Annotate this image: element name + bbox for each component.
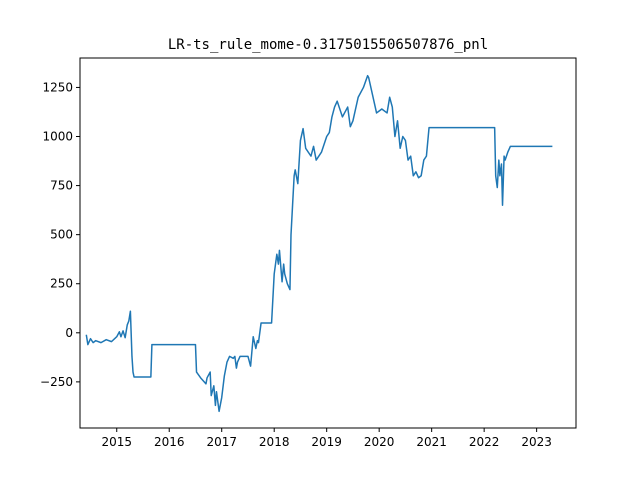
- y-tick-label: 250: [50, 277, 73, 291]
- x-tick-label: 2022: [469, 435, 500, 449]
- y-tick-label: 1000: [42, 130, 73, 144]
- x-tick-label: 2020: [364, 435, 395, 449]
- x-tick-label: 2021: [416, 435, 447, 449]
- y-tick-label: 0: [65, 326, 73, 340]
- y-tick-label: −250: [40, 375, 73, 389]
- x-axis: 2015 2016 2017 2018 2019 2020 2021 2022 2023: [101, 428, 552, 449]
- y-tick-label: 750: [50, 179, 73, 193]
- x-tick-label: 2015: [101, 435, 132, 449]
- chart-title: LR-ts_rule_mome-0.3175015506507876_pnl: [168, 37, 488, 53]
- plot-area: [85, 74, 553, 413]
- y-axis: −250 0 250 500 750 1000 1250: [40, 80, 80, 389]
- y-tick-label: 500: [50, 228, 73, 242]
- pnl-series-line: [85, 74, 553, 413]
- x-tick-label: 2019: [311, 435, 342, 449]
- x-tick-label: 2018: [259, 435, 290, 449]
- x-tick-label: 2016: [154, 435, 185, 449]
- axes-frame: [79, 57, 577, 429]
- y-tick-label: 1250: [42, 80, 73, 94]
- x-tick-label: 2023: [521, 435, 552, 449]
- x-tick-label: 2017: [206, 435, 237, 449]
